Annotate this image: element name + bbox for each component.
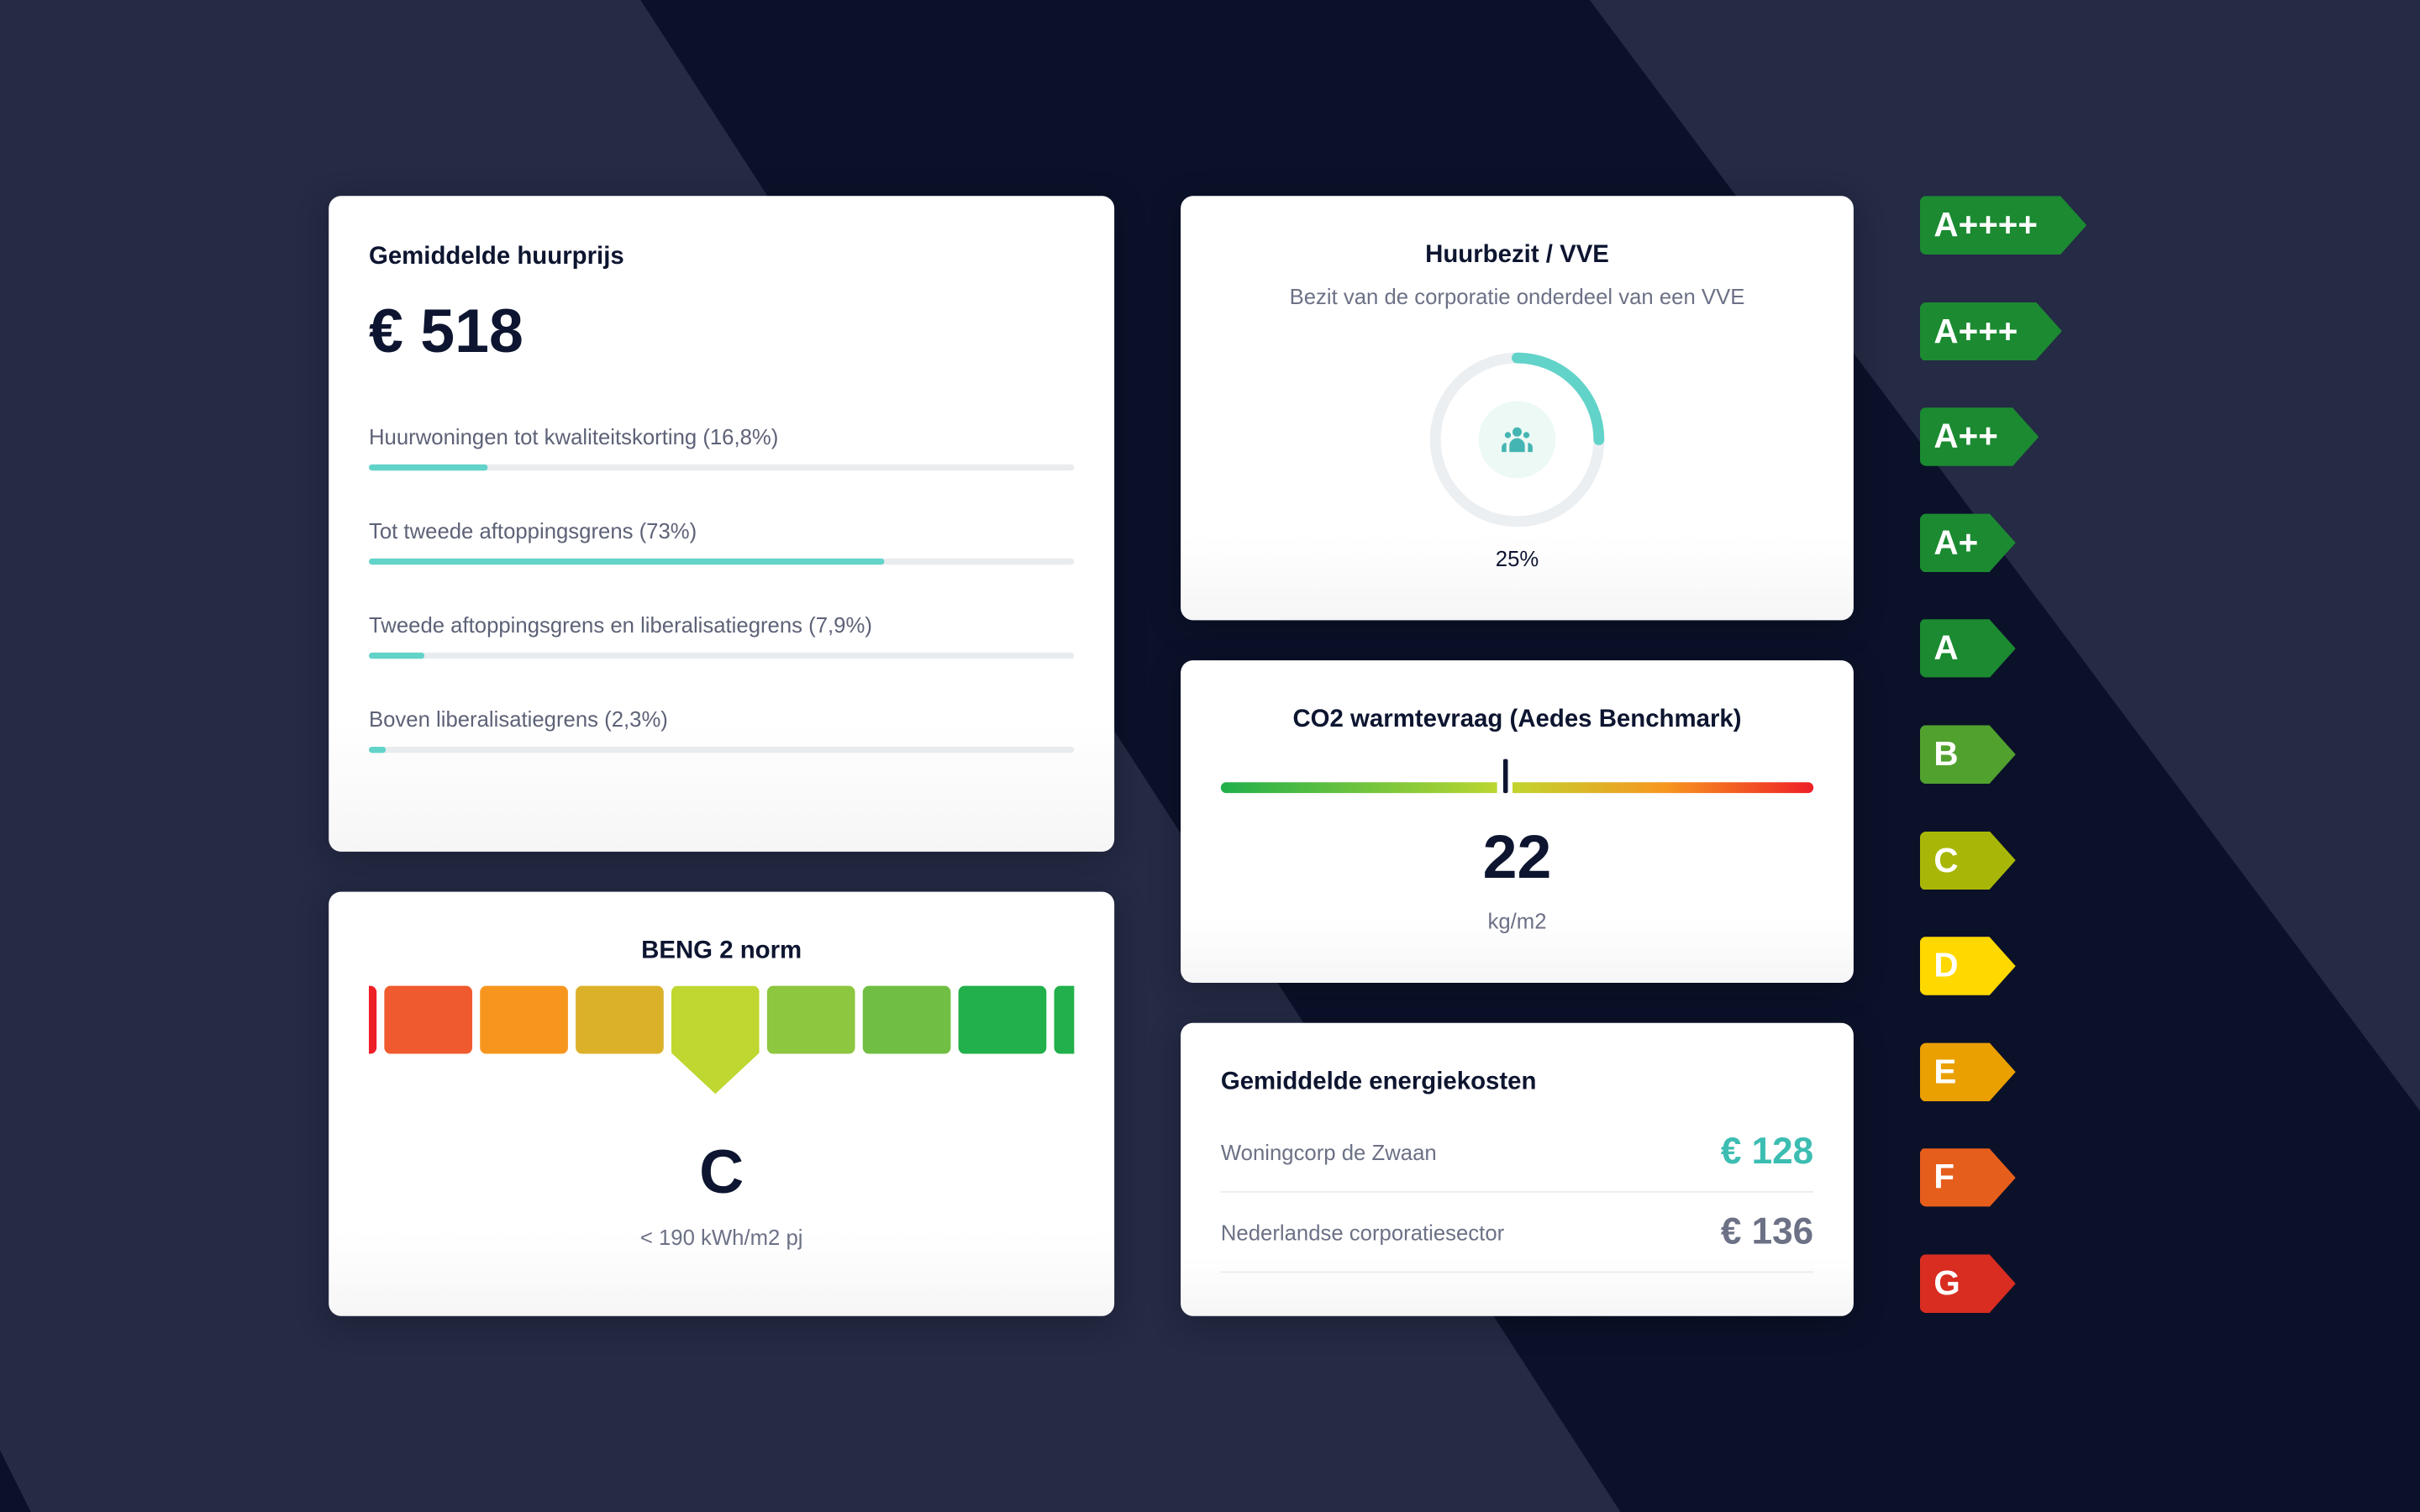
- vve-card: Huurbezit / VVE Bezit van de corporatie …: [1181, 196, 1854, 621]
- co2-title: CO2 warmtevraag (Aedes Benchmark): [1292, 706, 1742, 733]
- rent-row-label: Tweede aftoppingsgrens en liberalisatieg…: [368, 612, 872, 638]
- vve-progress-arc: [1429, 352, 1605, 528]
- energy-costs-card: Gemiddelde energiekosten Woningcorp de Z…: [1181, 1022, 1854, 1316]
- beng-card: BENG 2 norm C < 190 kWh/m2 pj: [329, 891, 1115, 1316]
- beng-scale: [368, 892, 1075, 1108]
- beng-segment: [862, 985, 951, 1054]
- vve-subtitle: Bezit van de corporatie onderdeel van ee…: [1289, 283, 1745, 309]
- rent-row-bar: [368, 558, 1075, 565]
- people-icon: [1502, 427, 1533, 453]
- energy-costs-title: Gemiddelde energiekosten: [1220, 1068, 1537, 1096]
- rent-row-bar: [368, 746, 1075, 753]
- rent-row-label: Boven liberalisatiegrens (2,3%): [368, 706, 668, 732]
- energy-cost-label: Nederlandse corporatiesector: [1220, 1220, 1505, 1246]
- energy-label-3: A++: [1920, 407, 2039, 466]
- beng-desc: < 190 kWh/m2 pj: [639, 1225, 803, 1250]
- co2-marker: [1497, 759, 1513, 794]
- energy-cost-row: Nederlandse corporatiesector € 136: [1220, 1210, 1814, 1273]
- co2-gauge: [1220, 759, 1814, 794]
- beng-segment: [368, 985, 377, 1054]
- energy-cost-row: Woningcorp de Zwaan € 128: [1220, 1131, 1814, 1193]
- beng-title: BENG 2 norm: [641, 937, 802, 964]
- rent-row-label: Huurwoningen tot kwaliteitskorting (16,8…: [368, 424, 779, 449]
- beng-segment: [384, 985, 473, 1054]
- rent-row-bar-fill: [368, 464, 487, 471]
- rent-row-bar-fill: [368, 746, 386, 753]
- energy-cost-value: € 128: [1720, 1131, 1814, 1173]
- energy-cost-label: Woningcorp de Zwaan: [1220, 1140, 1437, 1165]
- vve-title: Huurbezit / VVE: [1425, 242, 1609, 269]
- beng-segment: [958, 985, 1047, 1054]
- vve-donut: [1429, 352, 1605, 528]
- beng-grade: C: [699, 1138, 744, 1207]
- beng-segment: [480, 985, 568, 1054]
- rent-card: Gemiddelde huurprijs € 518 Huurwoningen …: [329, 196, 1115, 852]
- co2-card: CO2 warmtevraag (Aedes Benchmark) 22 kg/…: [1181, 660, 1854, 983]
- energy-cost-value: € 136: [1720, 1210, 1814, 1253]
- beng-segment: [766, 985, 855, 1054]
- rent-row-bar: [368, 652, 1075, 659]
- co2-unit: kg/m2: [1487, 908, 1547, 934]
- rent-row-label: Tot tweede aftoppingsgrens (73%): [368, 518, 697, 543]
- rent-row-bar: [368, 464, 1075, 471]
- rent-row-bar-fill: [368, 652, 425, 659]
- beng-segment: [671, 985, 760, 1095]
- beng-segment: [1054, 985, 1075, 1054]
- rent-row-bar-fill: [368, 558, 884, 565]
- energy-label-1: A++++: [1920, 196, 2086, 255]
- rent-title: Gemiddelde huurprijs: [368, 244, 624, 270]
- energy-label-2: A+++: [1920, 302, 2062, 360]
- co2-value: 22: [1482, 823, 1552, 892]
- rent-value: € 518: [368, 297, 523, 366]
- beng-segment: [576, 985, 664, 1054]
- vve-percent: 25%: [1495, 546, 1539, 571]
